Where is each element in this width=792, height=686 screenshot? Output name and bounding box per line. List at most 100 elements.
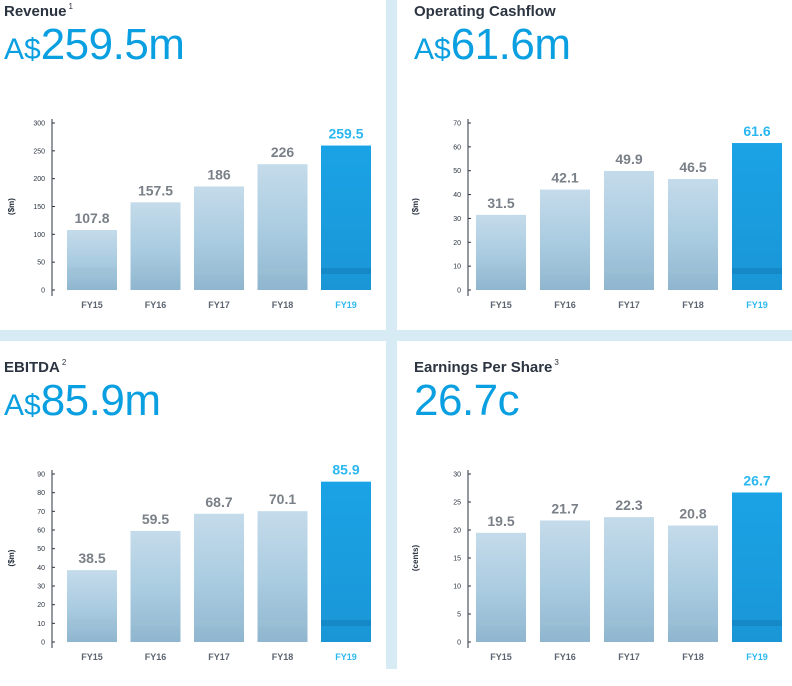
x-category-label: FY19 <box>335 300 357 310</box>
y-axis-label: ($m) <box>7 549 16 566</box>
revenue-bar-chart: 0 50 100 150 200 250 300 ($m) 107.8 FY15 157.5 FY16… <box>7 119 371 310</box>
x-category-label: FY16 <box>145 300 167 310</box>
y-tick-label: 50 <box>453 168 461 175</box>
value-label: 31.5 <box>487 195 514 211</box>
bar-texture-band <box>194 620 244 626</box>
y-tick-label: 20 <box>453 240 461 247</box>
bar-fy19 <box>732 492 782 642</box>
bar-fy17 <box>194 186 244 290</box>
bar-fy15 <box>476 214 526 290</box>
bar-fy16 <box>540 189 590 290</box>
y-tick-label: 0 <box>457 288 461 295</box>
headline-number: 85.9m <box>40 376 161 425</box>
x-category-label: FY19 <box>746 300 768 310</box>
currency-prefix: A$ <box>414 33 451 66</box>
value-label: 70.1 <box>269 491 296 507</box>
bar-texture-band <box>257 620 308 626</box>
y-tick-label: 25 <box>453 500 461 507</box>
y-tick-label: 10 <box>453 264 461 271</box>
bar-fy19 <box>321 481 371 642</box>
value-label: 61.6 <box>743 123 770 139</box>
headline-value: 26.7c <box>414 376 520 426</box>
x-category-label: FY16 <box>554 652 576 662</box>
bar-texture-band <box>476 268 526 274</box>
panel-title-text: Earnings Per Share <box>414 359 553 376</box>
y-tick-label: 250 <box>33 148 45 155</box>
y-tick-label: 60 <box>453 144 461 151</box>
horizontal-divider <box>0 330 792 341</box>
panel-title-text: Revenue <box>4 3 67 20</box>
value-label: 259.5 <box>328 126 363 142</box>
panel-title: Earnings Per Share 3 <box>414 358 559 376</box>
y-tick-label: 40 <box>453 192 461 199</box>
value-label: 85.9 <box>332 462 359 478</box>
x-category-label: FY19 <box>335 652 357 662</box>
x-category-label: FY18 <box>272 300 294 310</box>
y-tick-label: 30 <box>453 216 461 223</box>
y-axis-label: (cents) <box>411 545 420 572</box>
x-category-label: FY15 <box>81 652 103 662</box>
x-category-label: FY16 <box>145 652 167 662</box>
x-category-label: FY18 <box>682 652 704 662</box>
y-tick-label: 30 <box>37 584 45 591</box>
y-tick-label: 300 <box>33 121 45 128</box>
value-label: 68.7 <box>205 494 232 510</box>
bar-texture-band <box>130 620 181 626</box>
panel-title: Revenue 1 <box>4 2 73 20</box>
bar-texture-band <box>257 268 308 274</box>
ebitda-panel: EBITDA 2 A$85.9m 0 10 20 30 40 50 60 70 80 90 ($m) 3… <box>4 356 390 686</box>
bar-texture-band <box>67 268 117 274</box>
x-category-label: FY17 <box>618 652 640 662</box>
bar-texture-band <box>67 620 117 626</box>
y-tick-label: 15 <box>453 556 461 563</box>
bar-texture-band <box>732 620 782 626</box>
x-category-label: FY18 <box>272 652 294 662</box>
value-label: 49.9 <box>615 151 642 167</box>
x-category-label: FY15 <box>81 300 103 310</box>
footnote-marker: 1 <box>68 2 73 11</box>
y-tick-label: 10 <box>453 584 461 591</box>
x-category-label: FY18 <box>682 300 704 310</box>
panel-title: EBITDA 2 <box>4 358 67 376</box>
earnings-per-share-bar-chart: 0 5 10 15 20 25 30 (cents) 19.5 FY15 21.7 FY16 22.3 F… <box>411 470 782 662</box>
panel-title: Operating Cashflow <box>414 3 558 20</box>
earnings-per-share-panel: Earnings Per Share 3 26.7c 0 5 10 15 20 25 30 (c… <box>411 356 792 686</box>
y-tick-label: 70 <box>37 509 45 516</box>
y-tick-label: 5 <box>457 612 461 619</box>
bar-texture-band <box>476 620 526 626</box>
x-category-label: FY15 <box>490 300 512 310</box>
value-label: 46.5 <box>679 159 706 175</box>
headline-value: A$85.9m <box>4 376 161 426</box>
bar-texture-band <box>321 268 371 274</box>
bar-fy15 <box>67 229 117 290</box>
y-tick-label: 40 <box>37 565 45 572</box>
bar-fy19 <box>321 145 371 290</box>
y-tick-label: 200 <box>33 176 45 183</box>
bar-texture-band <box>540 620 590 626</box>
headline-number: 26.7c <box>414 376 520 425</box>
y-axis-label: ($m) <box>411 198 420 215</box>
y-tick-label: 90 <box>37 472 45 479</box>
bar-fy16 <box>130 202 181 290</box>
y-tick-label: 0 <box>41 288 45 295</box>
operating-cashflow-bar-chart: 0 10 20 30 40 50 60 70 ($m) 31.5 FY15 42.1 FY16 49.9 F… <box>411 119 782 310</box>
y-tick-label: 10 <box>37 621 45 628</box>
headline-number: 259.5m <box>40 20 185 69</box>
value-label: 22.3 <box>615 497 642 513</box>
x-category-label: FY17 <box>618 300 640 310</box>
y-tick-label: 0 <box>41 640 45 647</box>
footnote-marker: 2 <box>61 358 67 367</box>
value-label: 42.1 <box>551 170 578 186</box>
value-label: 21.7 <box>551 500 578 516</box>
bar-texture-band <box>604 620 654 626</box>
y-tick-label: 30 <box>453 472 461 479</box>
y-tick-label: 100 <box>33 232 45 239</box>
y-tick-label: 150 <box>33 204 45 211</box>
y-tick-label: 60 <box>37 528 45 535</box>
value-label: 157.5 <box>138 182 173 198</box>
bar-texture-band <box>668 268 718 274</box>
y-tick-label: 20 <box>37 602 45 609</box>
bar-fy19 <box>732 143 782 290</box>
value-label: 226 <box>271 144 295 160</box>
value-label: 186 <box>207 166 231 182</box>
